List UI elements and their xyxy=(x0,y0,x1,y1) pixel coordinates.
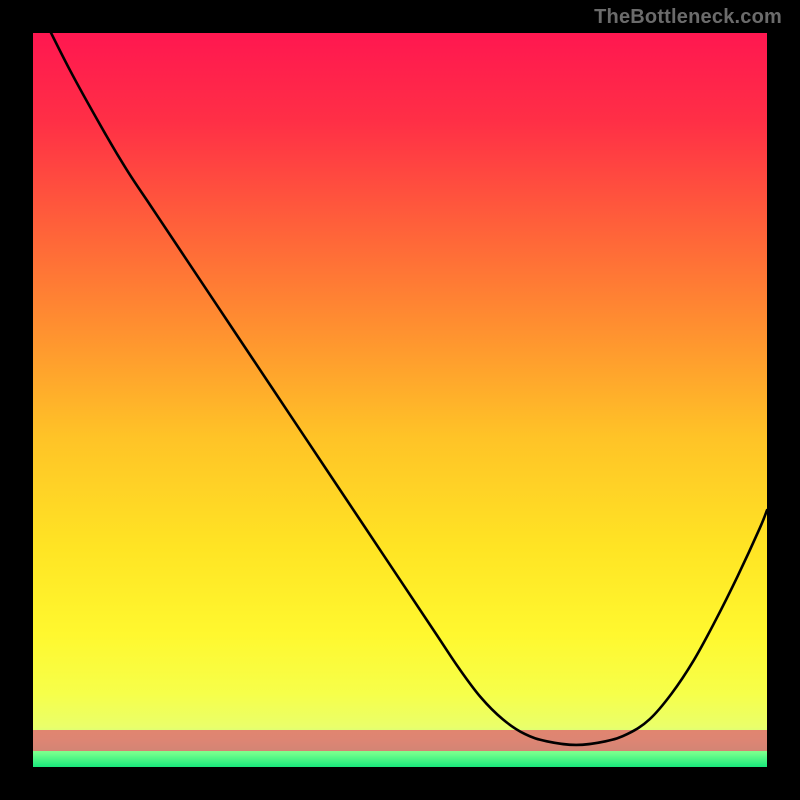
watermark-text: TheBottleneck.com xyxy=(594,6,782,29)
chart-container: TheBottleneck.com xyxy=(0,0,800,800)
plot-area xyxy=(33,33,767,767)
chart-svg xyxy=(33,33,767,767)
bottleneck-curve xyxy=(33,33,767,745)
